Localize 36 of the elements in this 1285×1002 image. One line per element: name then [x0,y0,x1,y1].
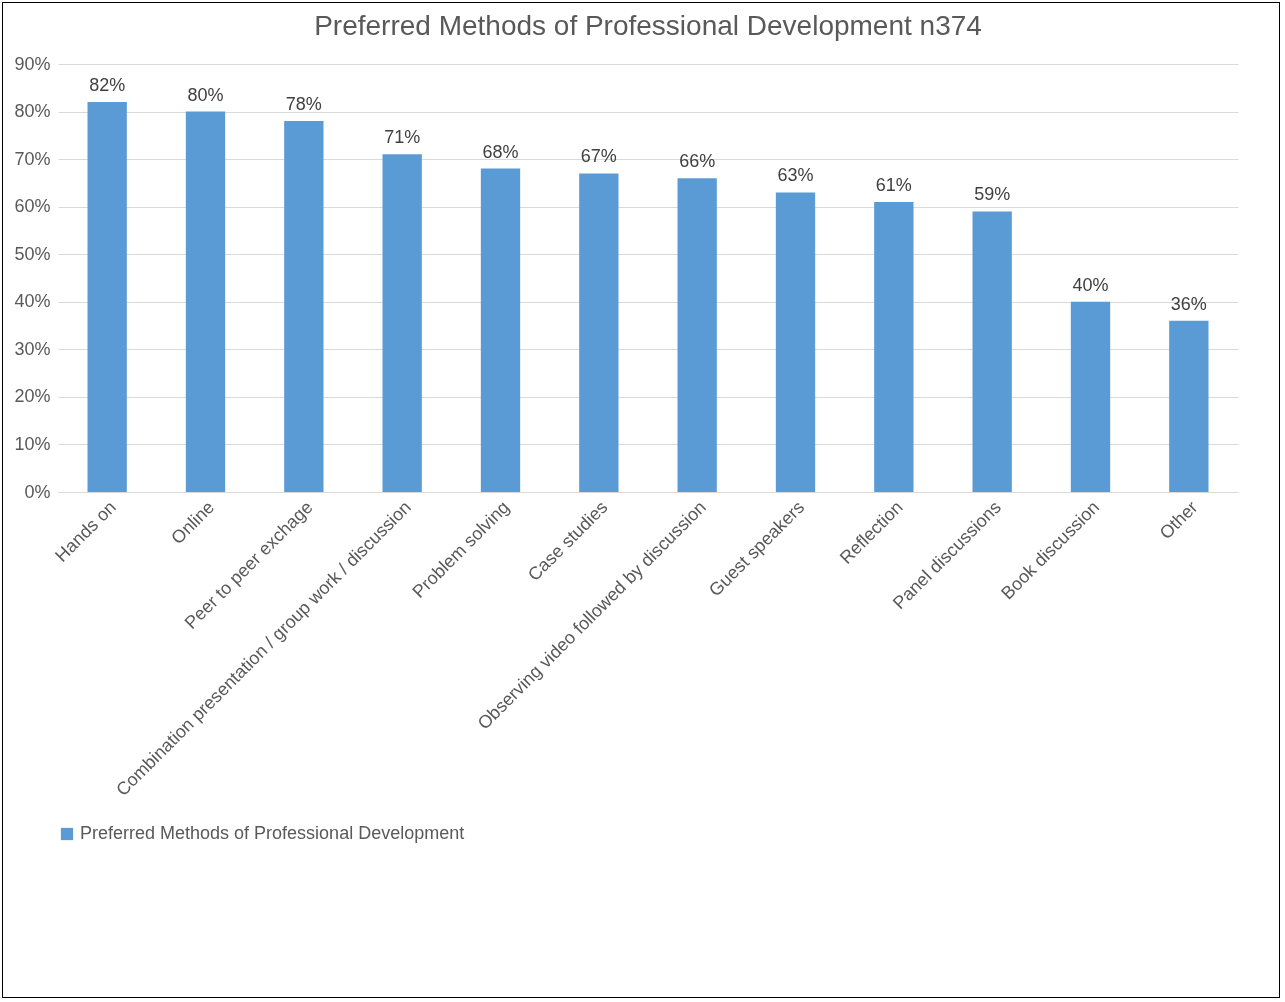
y-tick-label: 90% [14,53,51,74]
bar [775,192,816,492]
data-label: 68% [482,141,519,162]
bar [480,168,521,492]
data-label: 59% [974,184,1011,205]
data-label: 40% [1072,274,1109,295]
bar [185,111,226,492]
bar [874,201,914,492]
data-label: 80% [187,84,224,105]
bar [579,173,619,492]
y-tick-label: 50% [14,243,51,264]
y-tick-label: 80% [14,101,51,122]
y-tick-label: 20% [14,386,51,407]
data-label: 67% [580,146,617,167]
bar [284,121,324,492]
legend-label: Preferred Methods of Professional Development [80,823,465,843]
data-label: 63% [777,165,814,186]
y-tick-label: 10% [14,433,51,454]
chart-title: Preferred Methods of Professional Development n374 [314,10,982,41]
bar [87,102,127,492]
y-tick-label: 40% [14,291,51,312]
bar [972,211,1012,492]
y-tick-label: 60% [14,196,51,217]
data-label: 78% [285,94,322,115]
bar [1070,301,1111,492]
y-tick-label: 70% [14,148,51,169]
data-label: 61% [875,174,912,195]
bar [677,178,717,492]
data-label: 82% [89,75,126,96]
bar [1169,320,1209,492]
y-tick-label: 30% [14,338,51,359]
y-tick-label: 0% [24,481,51,502]
data-label: 71% [384,127,421,148]
data-label: 66% [679,151,716,172]
bar [382,154,422,492]
data-label: 36% [1170,293,1207,314]
